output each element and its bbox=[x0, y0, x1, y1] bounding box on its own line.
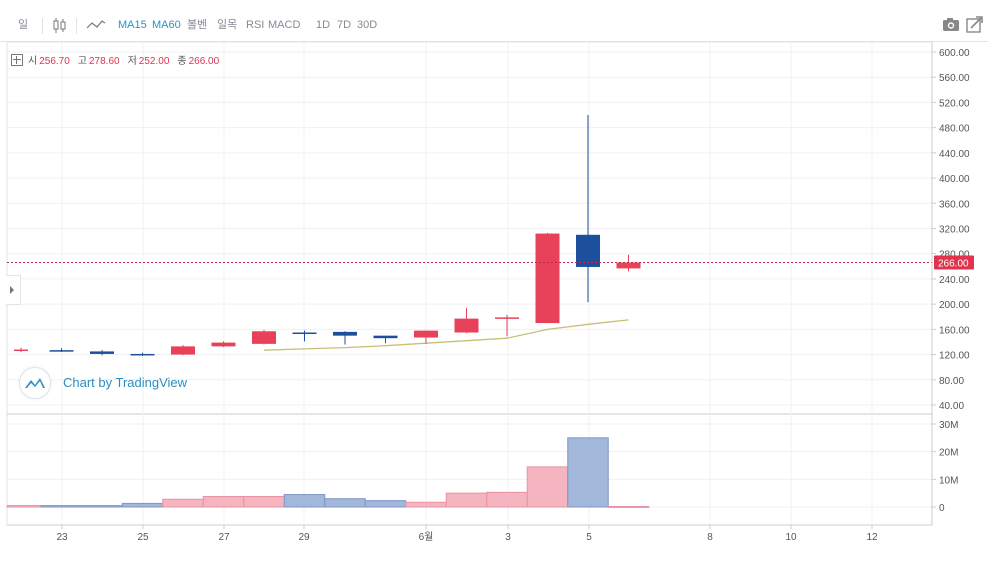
volume-bar[interactable] bbox=[324, 498, 366, 508]
y-axis-tick-label: 160.00 bbox=[939, 325, 970, 336]
volume-bar[interactable] bbox=[607, 505, 650, 508]
volume-bar[interactable] bbox=[81, 505, 123, 508]
candle-body[interactable] bbox=[495, 317, 519, 319]
ohlc-legend: 시 256.70 고 278.60 저 252.00 종 266.00 bbox=[11, 54, 227, 68]
volume-bar[interactable] bbox=[283, 494, 326, 508]
volume-axis-tick-label: 10M bbox=[939, 475, 958, 486]
candle-body[interactable] bbox=[252, 331, 276, 344]
volume-bar[interactable] bbox=[526, 466, 569, 508]
rsi-button[interactable]: RSI bbox=[246, 19, 265, 31]
candle-body[interactable] bbox=[49, 350, 74, 352]
y-axis-tick-label: 120.00 bbox=[939, 351, 970, 362]
candle-body[interactable] bbox=[211, 342, 236, 347]
y-axis-tick-label: 40.00 bbox=[939, 401, 964, 412]
x-axis-tick-label: 27 bbox=[218, 532, 230, 543]
y-axis-tick-label: 480.00 bbox=[939, 124, 970, 135]
watermark-text: Chart by TradingView bbox=[63, 375, 188, 390]
x-axis-tick-label: 3 bbox=[505, 532, 511, 543]
candle-body[interactable] bbox=[454, 318, 479, 333]
y-axis-tick-label: 360.00 bbox=[939, 199, 970, 210]
volume-bar[interactable] bbox=[445, 492, 488, 508]
y-axis-tick-label: 80.00 bbox=[939, 376, 964, 387]
bollinger-button[interactable]: 볼벤 bbox=[187, 19, 208, 31]
volume-bar[interactable] bbox=[243, 495, 285, 508]
close-value: 266.00 bbox=[188, 56, 220, 67]
candle-body[interactable] bbox=[576, 234, 600, 267]
candle-body[interactable] bbox=[333, 331, 357, 336]
volume-bar[interactable] bbox=[567, 437, 609, 508]
candle-body[interactable] bbox=[373, 335, 398, 339]
x-axis-tick-label: 23 bbox=[56, 532, 68, 543]
high-value: 278.60 bbox=[89, 56, 120, 67]
chart-toolbar: 일 MA15 MA60 볼벤 일목 RSI MACD 1D 7D 30D bbox=[0, 10, 988, 42]
volume-bar[interactable] bbox=[6, 505, 42, 508]
x-axis-tick-label: 25 bbox=[137, 532, 149, 543]
open-value: 256.70 bbox=[39, 56, 70, 67]
ma15-button[interactable]: MA15 bbox=[118, 19, 147, 31]
line-chart-icon[interactable] bbox=[86, 10, 106, 41]
candle-body[interactable] bbox=[535, 233, 560, 324]
low-label: 저 bbox=[127, 56, 137, 67]
expand-icon[interactable] bbox=[965, 10, 983, 41]
collapse-panel-handle[interactable] bbox=[6, 275, 21, 305]
open-label: 시 bbox=[28, 56, 38, 67]
low-value: 252.00 bbox=[138, 56, 170, 67]
volume-bar[interactable] bbox=[162, 498, 204, 508]
toolbar-divider bbox=[76, 18, 77, 34]
volume-axis-tick-label: 20M bbox=[939, 448, 958, 459]
y-axis-tick-label: 440.00 bbox=[939, 149, 970, 160]
candle-body[interactable] bbox=[130, 353, 155, 356]
volume-bar[interactable] bbox=[40, 505, 83, 508]
x-axis-tick-label: 6월 bbox=[419, 531, 434, 543]
expand-legend-icon[interactable] bbox=[11, 54, 23, 66]
toolbar-divider bbox=[42, 18, 43, 34]
last-price-tag bbox=[934, 255, 974, 270]
x-axis-tick-label: 8 bbox=[707, 532, 713, 543]
ma60-button[interactable]: MA60 bbox=[152, 19, 181, 31]
range-7d-button[interactable]: 7D bbox=[337, 19, 352, 31]
x-axis-tick-label: 29 bbox=[298, 532, 310, 543]
candle-body[interactable] bbox=[14, 349, 28, 352]
volume-axis-tick-label: 30M bbox=[939, 420, 958, 431]
range-30d-button[interactable]: 30D bbox=[357, 19, 378, 31]
volume-bar[interactable] bbox=[486, 491, 528, 508]
x-axis-tick-label: 12 bbox=[866, 532, 878, 543]
ichimoku-button[interactable]: 일목 bbox=[217, 19, 238, 31]
y-axis-tick-label: 400.00 bbox=[939, 174, 970, 185]
candle-body[interactable] bbox=[171, 346, 195, 355]
y-axis-tick-label: 600.00 bbox=[939, 48, 970, 59]
volume-bar[interactable] bbox=[364, 500, 407, 508]
candle-body[interactable] bbox=[414, 330, 438, 338]
y-axis-tick-label: 320.00 bbox=[939, 225, 970, 236]
volume-bar[interactable] bbox=[202, 495, 245, 508]
x-axis-tick-label: 10 bbox=[785, 532, 797, 543]
y-axis-tick-label: 200.00 bbox=[939, 300, 970, 311]
candle-body[interactable] bbox=[90, 351, 114, 354]
y-axis-tick-label: 560.00 bbox=[939, 73, 970, 84]
volume-pane bbox=[6, 413, 933, 526]
volume-axis-tick-label: 0 bbox=[939, 503, 945, 514]
high-label: 고 bbox=[77, 56, 87, 67]
tradingview-logo-icon bbox=[19, 367, 51, 399]
close-label: 종 bbox=[177, 56, 187, 67]
interval-button[interactable]: 일 bbox=[18, 19, 29, 31]
last-price-label: 266.00 bbox=[938, 259, 969, 270]
y-axis-tick-label: 240.00 bbox=[939, 275, 970, 286]
volume-bar[interactable] bbox=[405, 501, 447, 508]
y-axis-tick-label: 520.00 bbox=[939, 98, 970, 109]
candle-body[interactable] bbox=[292, 332, 317, 335]
macd-button[interactable]: MACD bbox=[268, 19, 301, 31]
volume-bar[interactable] bbox=[121, 502, 164, 508]
x-axis-tick-label: 5 bbox=[586, 532, 592, 543]
candlestick-icon[interactable] bbox=[52, 10, 68, 41]
ma15-line[interactable] bbox=[263, 319, 629, 351]
range-1d-button[interactable]: 1D bbox=[316, 19, 331, 31]
camera-icon[interactable] bbox=[942, 10, 960, 41]
candle-body[interactable] bbox=[616, 262, 641, 269]
y-axis-tick-label: 280.00 bbox=[939, 250, 970, 261]
